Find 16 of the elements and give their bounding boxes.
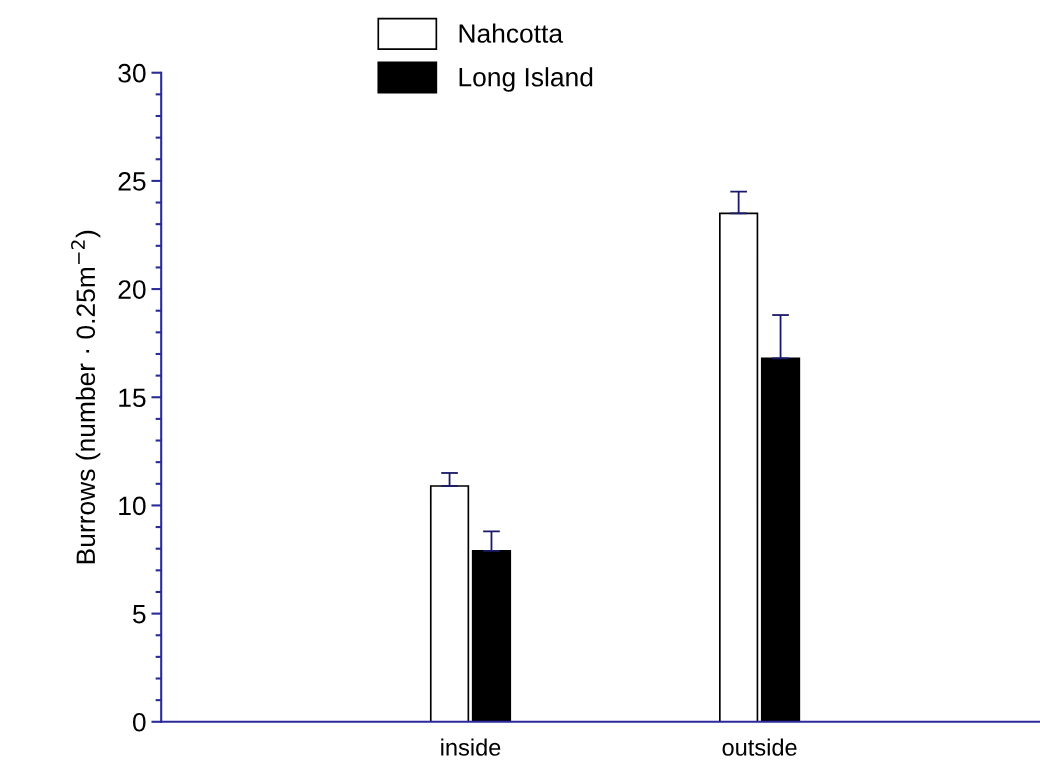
legend-label: Long Island (459, 67, 593, 92)
y-axis-title: Burrows (number · 0.25m$^{−2}$) (71, 230, 101, 564)
y-tick-label: 25 (118, 172, 146, 191)
bar (719, 212, 759, 722)
y-tick-label: 15 (119, 388, 146, 408)
y-tick-label: 0 (132, 712, 146, 732)
y-tick-label: 20 (118, 280, 146, 299)
bar (429, 485, 470, 722)
y-tick-label: 30 (118, 63, 146, 83)
x-tick-label: inside (441, 738, 501, 756)
bar (760, 357, 801, 722)
legend-label: Nahcotta (459, 23, 564, 43)
y-tick-label: 5 (133, 605, 146, 624)
y-tick-label: 10 (119, 496, 146, 516)
x-tick-label: outside (722, 738, 797, 756)
bar (471, 550, 512, 722)
